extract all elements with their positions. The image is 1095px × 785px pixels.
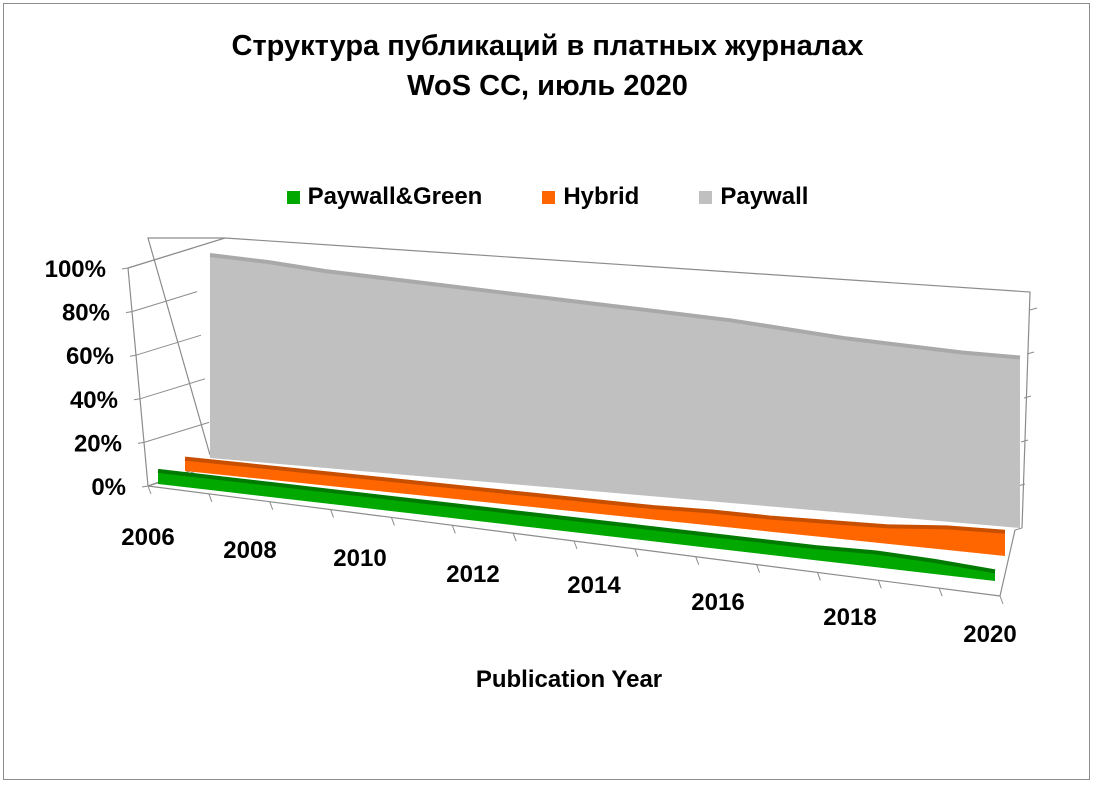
legend-swatch-paywall — [699, 190, 713, 204]
y-tick-label-4: 80% — [62, 300, 110, 327]
series-hybrid-area — [185, 458, 1005, 556]
legend-label-paywall: Paywall — [720, 183, 809, 210]
right-wall-tick-2 — [1020, 439, 1029, 443]
series-paywall-area — [210, 255, 1020, 528]
chart-legend: Paywall&Green Hybrid Paywall — [4, 179, 1091, 215]
chart-title-line-1: Структура публикаций в платных журналах — [231, 30, 864, 62]
y-tick-mark-3 — [129, 354, 137, 357]
x-axis-title: Publication Year — [475, 666, 663, 693]
legend-item-paywall-green: Paywall&Green — [286, 183, 483, 211]
x-tick-label-2010: 2010 — [333, 545, 386, 572]
legend-label-paywall-green: Paywall&Green — [307, 183, 483, 210]
x-tick-label-2020: 2020 — [963, 621, 1016, 648]
x-tick-mark-2010 — [390, 517, 395, 526]
chart-title: Структура публикаций в платных журналах … — [4, 26, 1091, 106]
x-tick-mark-2014 — [634, 548, 639, 558]
y-tick-mark-1 — [137, 441, 145, 444]
x-tick-mark-2020 — [999, 595, 1004, 605]
y-gridline-1 — [143, 421, 210, 443]
y-gridline-4 — [131, 291, 198, 313]
y-tick-mark-2 — [133, 398, 141, 401]
y-tick-label-1: 20% — [74, 430, 122, 457]
legend-item-paywall: Paywall — [699, 183, 808, 211]
legend-swatch-paywall-green — [286, 190, 300, 204]
y-gridline-2 — [139, 378, 206, 400]
y-tick-label-3: 60% — [66, 343, 114, 370]
x-tick-mark-2018 — [877, 580, 882, 589]
y-tick-label-0: 0% — [91, 474, 126, 501]
x-tick-label-2018: 2018 — [823, 604, 876, 631]
chart-title-line-2: WoS CC, июль 2020 — [407, 70, 688, 102]
x-tick-mark-2011 — [451, 525, 456, 534]
x-tick-mark-2016 — [756, 564, 761, 573]
y-axis-line — [127, 267, 149, 487]
x-tick-label-2012: 2012 — [446, 561, 499, 588]
x-tick-label-2014: 2014 — [567, 572, 621, 599]
y-gridline-3 — [135, 334, 202, 356]
y-tick-mark-5 — [121, 267, 129, 270]
legend-label-hybrid: Hybrid — [563, 183, 640, 210]
x-tick-mark-2019 — [938, 587, 943, 597]
x-tick-mark-2006 — [147, 485, 152, 495]
right-wall-tick-5 — [1029, 307, 1038, 311]
x-tick-mark-2012 — [512, 532, 517, 542]
floor-right-edge — [999, 529, 1016, 597]
y-tick-label-5: 100% — [45, 256, 106, 283]
x-tick-mark-2007 — [208, 493, 213, 503]
y-tick-mark-0 — [141, 485, 149, 488]
x-tick-label-2006: 2006 — [121, 524, 174, 551]
y-tick-mark-4 — [125, 311, 133, 314]
right-wall-tick-3 — [1023, 395, 1032, 399]
series-paywall-green-area — [158, 470, 995, 581]
x-tick-mark-2017 — [816, 572, 821, 581]
y-tick-label-2: 40% — [70, 387, 118, 414]
x-tick-mark-2008 — [269, 501, 274, 510]
x-tick-mark-2009 — [330, 509, 335, 518]
x-tick-mark-2013 — [573, 540, 578, 550]
x-tick-label-2016: 2016 — [691, 589, 744, 616]
right-wall-tick-4 — [1026, 351, 1035, 355]
x-tick-label-2008: 2008 — [223, 537, 276, 564]
legend-item-hybrid: Hybrid — [542, 183, 639, 211]
x-tick-mark-2015 — [695, 556, 700, 565]
legend-swatch-hybrid — [542, 190, 556, 204]
right-wall-tick-0 — [1014, 527, 1023, 531]
y-gridline-5 — [127, 247, 194, 269]
